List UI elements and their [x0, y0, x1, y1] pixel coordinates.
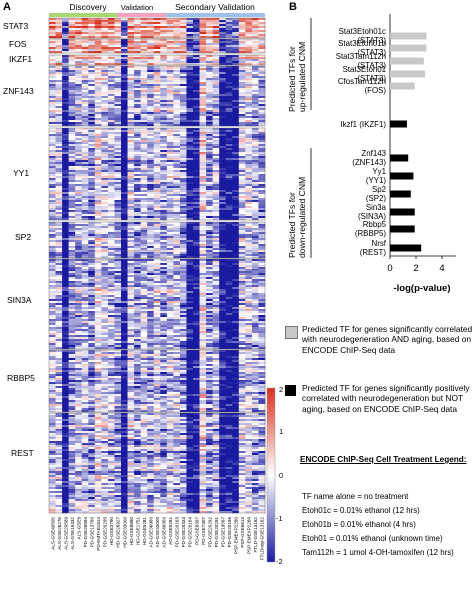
- sample-label-4: ALS-GSE8: [77, 517, 82, 540]
- sample-label-2: ALS-GSE20589: [63, 517, 68, 550]
- sample-label-12: HD-GSE8880: [129, 517, 134, 546]
- sample-label-3: ALS-GSE19332: [70, 517, 75, 550]
- heatmap-blocks: [48, 17, 266, 514]
- group-bar-validation: [117, 13, 166, 17]
- group-bar-discovery: [49, 13, 117, 17]
- row-label-yy1: YY1: [13, 168, 29, 178]
- heat-block-rest: [48, 412, 266, 514]
- sample-label-28: PSP-EMEXP2280: [234, 517, 239, 554]
- colorbar-tick-minus-2: -2: [276, 557, 283, 566]
- legend-gray-swatch: [285, 326, 298, 339]
- sample-label-6: PD-GSE13780: [90, 517, 95, 548]
- heat-block-sp2: [48, 221, 266, 259]
- sample-label-11: HD-GSE33000: [122, 517, 127, 548]
- sample-label-14: HD-GSE5281: [142, 517, 147, 546]
- panel-b-letter: B: [289, 1, 297, 13]
- sample-label-17: AD-GSE48350: [162, 517, 167, 548]
- encode-line-2: Etoh01b = 0.01% ethanol (4 hrs): [302, 520, 416, 529]
- sample-label-26: PD-GSE19587: [221, 517, 226, 548]
- colorbar-tick-1: 1: [279, 427, 283, 436]
- sample-label-20: PD-GSE20333: [181, 517, 186, 548]
- row-label-sp2: SP2: [15, 232, 31, 242]
- sample-label-19: PD-GSE20163: [175, 517, 180, 548]
- sample-label-5: PD-GSE28894: [83, 517, 88, 548]
- sample-label-32: FTLDnop-GSE13162: [260, 517, 265, 561]
- group-label-discovery: Discovery: [69, 2, 107, 12]
- sample-label-31: FTLD-GSE13162: [253, 517, 258, 553]
- sample-label-10: HD-GSE26927: [116, 517, 121, 548]
- row-label-stat3: STAT3: [3, 21, 28, 31]
- colorbar-tick-0: 0: [279, 471, 283, 480]
- sample-label-22: PD-GSE8397: [194, 517, 199, 545]
- row-label-rbbp5: RBBP5: [7, 373, 35, 383]
- sample-label-0: ALS-GSE40505: [50, 517, 55, 550]
- sample-label-30: PSP-EMEXP2280: [247, 517, 252, 554]
- heat-block-znf143: [48, 65, 266, 127]
- heat-block-stat3: [48, 17, 266, 39]
- sample-label-29: PSP-GSE6613: [240, 517, 245, 548]
- row-label-znf143: ZNF143: [3, 86, 34, 96]
- heat-block-fos: [48, 38, 266, 54]
- sample-label-27: PD-GSE20186: [227, 517, 232, 548]
- group-bar-secondary: [166, 13, 265, 17]
- encode-legend-title: ENCODE ChIP-Seq Cell Treatment Legend:: [300, 455, 467, 464]
- encode-line-4: Tam112h = 1 umol 4-OH-tamoxifen (12 hrs): [302, 548, 454, 557]
- colorbar: [266, 387, 276, 563]
- legend-gray-text: Predicted TF for genes significantly cor…: [302, 324, 473, 355]
- sample-label-25: PD-GSE20291: [214, 517, 219, 548]
- sample-label-13: HD-GSE1751: [135, 517, 140, 546]
- encode-line-1: Etoh01c = 0.01% ethanol (12 hrs): [302, 506, 420, 515]
- sample-label-15: AD-GSE36980: [149, 517, 154, 548]
- sample-label-18: AD-GSE5281: [168, 517, 173, 545]
- group-label-validation: Validation: [121, 3, 153, 12]
- encode-line-3: Etoh01 = 0.01% ethanol (unknown time): [302, 534, 443, 543]
- heat-block-ikzf1: [48, 54, 266, 66]
- heat-block-rbbp5: [48, 349, 266, 413]
- sample-labels: ALS-GSE40505 ALS-GSE26276 ALS-GSE20589 ALS-…: [50, 517, 264, 561]
- row-label-sin3a: SIN3A: [7, 295, 32, 305]
- sample-label-9: HD-GSE3790: [109, 517, 114, 546]
- sample-label-21: PD-GSE20164: [188, 517, 193, 548]
- sample-label-1: ALS-GSE26276: [57, 517, 62, 550]
- row-label-ikzf1: IKZF1: [9, 54, 32, 64]
- legend-black-text: Predicted TF for genes significantly pos…: [302, 383, 470, 414]
- heat-block-yy1: [48, 127, 266, 221]
- encode-line-0: TF name alone = no treatment: [302, 492, 409, 501]
- heat-block-sin3a: [48, 258, 266, 350]
- row-label-rest: REST: [11, 448, 34, 458]
- sample-label-7: PD-EMTAB1814: [96, 517, 101, 551]
- panel-a-letter: A: [3, 1, 11, 13]
- sample-label-8: PD-GSE20295: [103, 517, 108, 548]
- sample-label-23: PD-GSE7307: [201, 517, 206, 545]
- sample-label-16: AD-GSE33000: [155, 517, 160, 548]
- colorbar-tick-2: 2: [279, 385, 283, 394]
- sample-label-24: PD-GSE20292: [207, 517, 212, 548]
- legend-black-swatch: [285, 385, 296, 396]
- colorbar-tick-minus-1: -1: [276, 514, 283, 523]
- group-label-secondary: Secondary Validation: [175, 2, 255, 12]
- row-label-fos: FOS: [9, 39, 27, 49]
